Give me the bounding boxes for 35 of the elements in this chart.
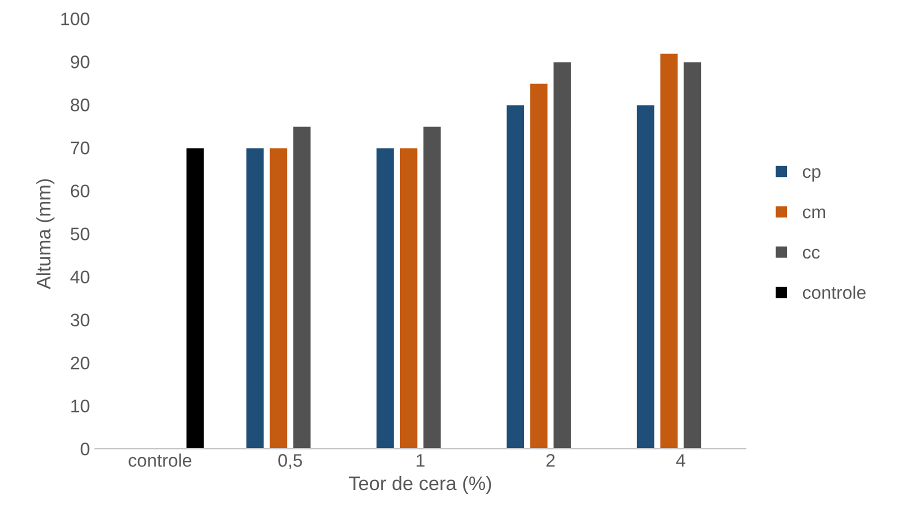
bar [268, 146, 289, 449]
legend-label: controle [802, 286, 866, 299]
x-tick-label: 4 [676, 454, 686, 467]
bar [682, 60, 702, 449]
bar [422, 125, 442, 449]
bar [528, 82, 549, 449]
y-tick-label: 80 [70, 98, 90, 112]
x-axis-title: Teor de cera (%) [348, 476, 492, 494]
x-tick-label: 1 [416, 454, 424, 467]
bar [375, 146, 396, 449]
bar [635, 104, 656, 449]
legend-label: cc [802, 248, 820, 259]
bar [658, 52, 680, 449]
y-tick-label: 10 [71, 400, 90, 412]
bar [185, 146, 206, 449]
y-tick-label: 60 [70, 184, 90, 198]
y-tick-label: 40 [70, 270, 90, 284]
y-tick-label: 70 [70, 142, 90, 154]
y-tick-label: 0 [80, 442, 90, 456]
x-tick-label: 0,5 [278, 454, 302, 469]
x-tick-label: 2 [546, 454, 555, 467]
x-tick-label: controle [128, 454, 192, 467]
legend-label: cp [802, 168, 820, 182]
bar [244, 146, 266, 449]
bar [552, 60, 572, 449]
y-tick-label: 20 [70, 356, 90, 370]
y-tick-label: 50 [70, 228, 90, 240]
y-tick-label: 30 [70, 314, 90, 326]
y-tick-label: 100 [61, 12, 90, 26]
legend-label: cm [802, 208, 826, 218]
y-tick-label: 90 [70, 56, 90, 68]
bar [292, 125, 312, 449]
y-axis-title: Altuma (mm) [36, 179, 54, 290]
bar [505, 104, 526, 449]
bar [398, 146, 419, 449]
